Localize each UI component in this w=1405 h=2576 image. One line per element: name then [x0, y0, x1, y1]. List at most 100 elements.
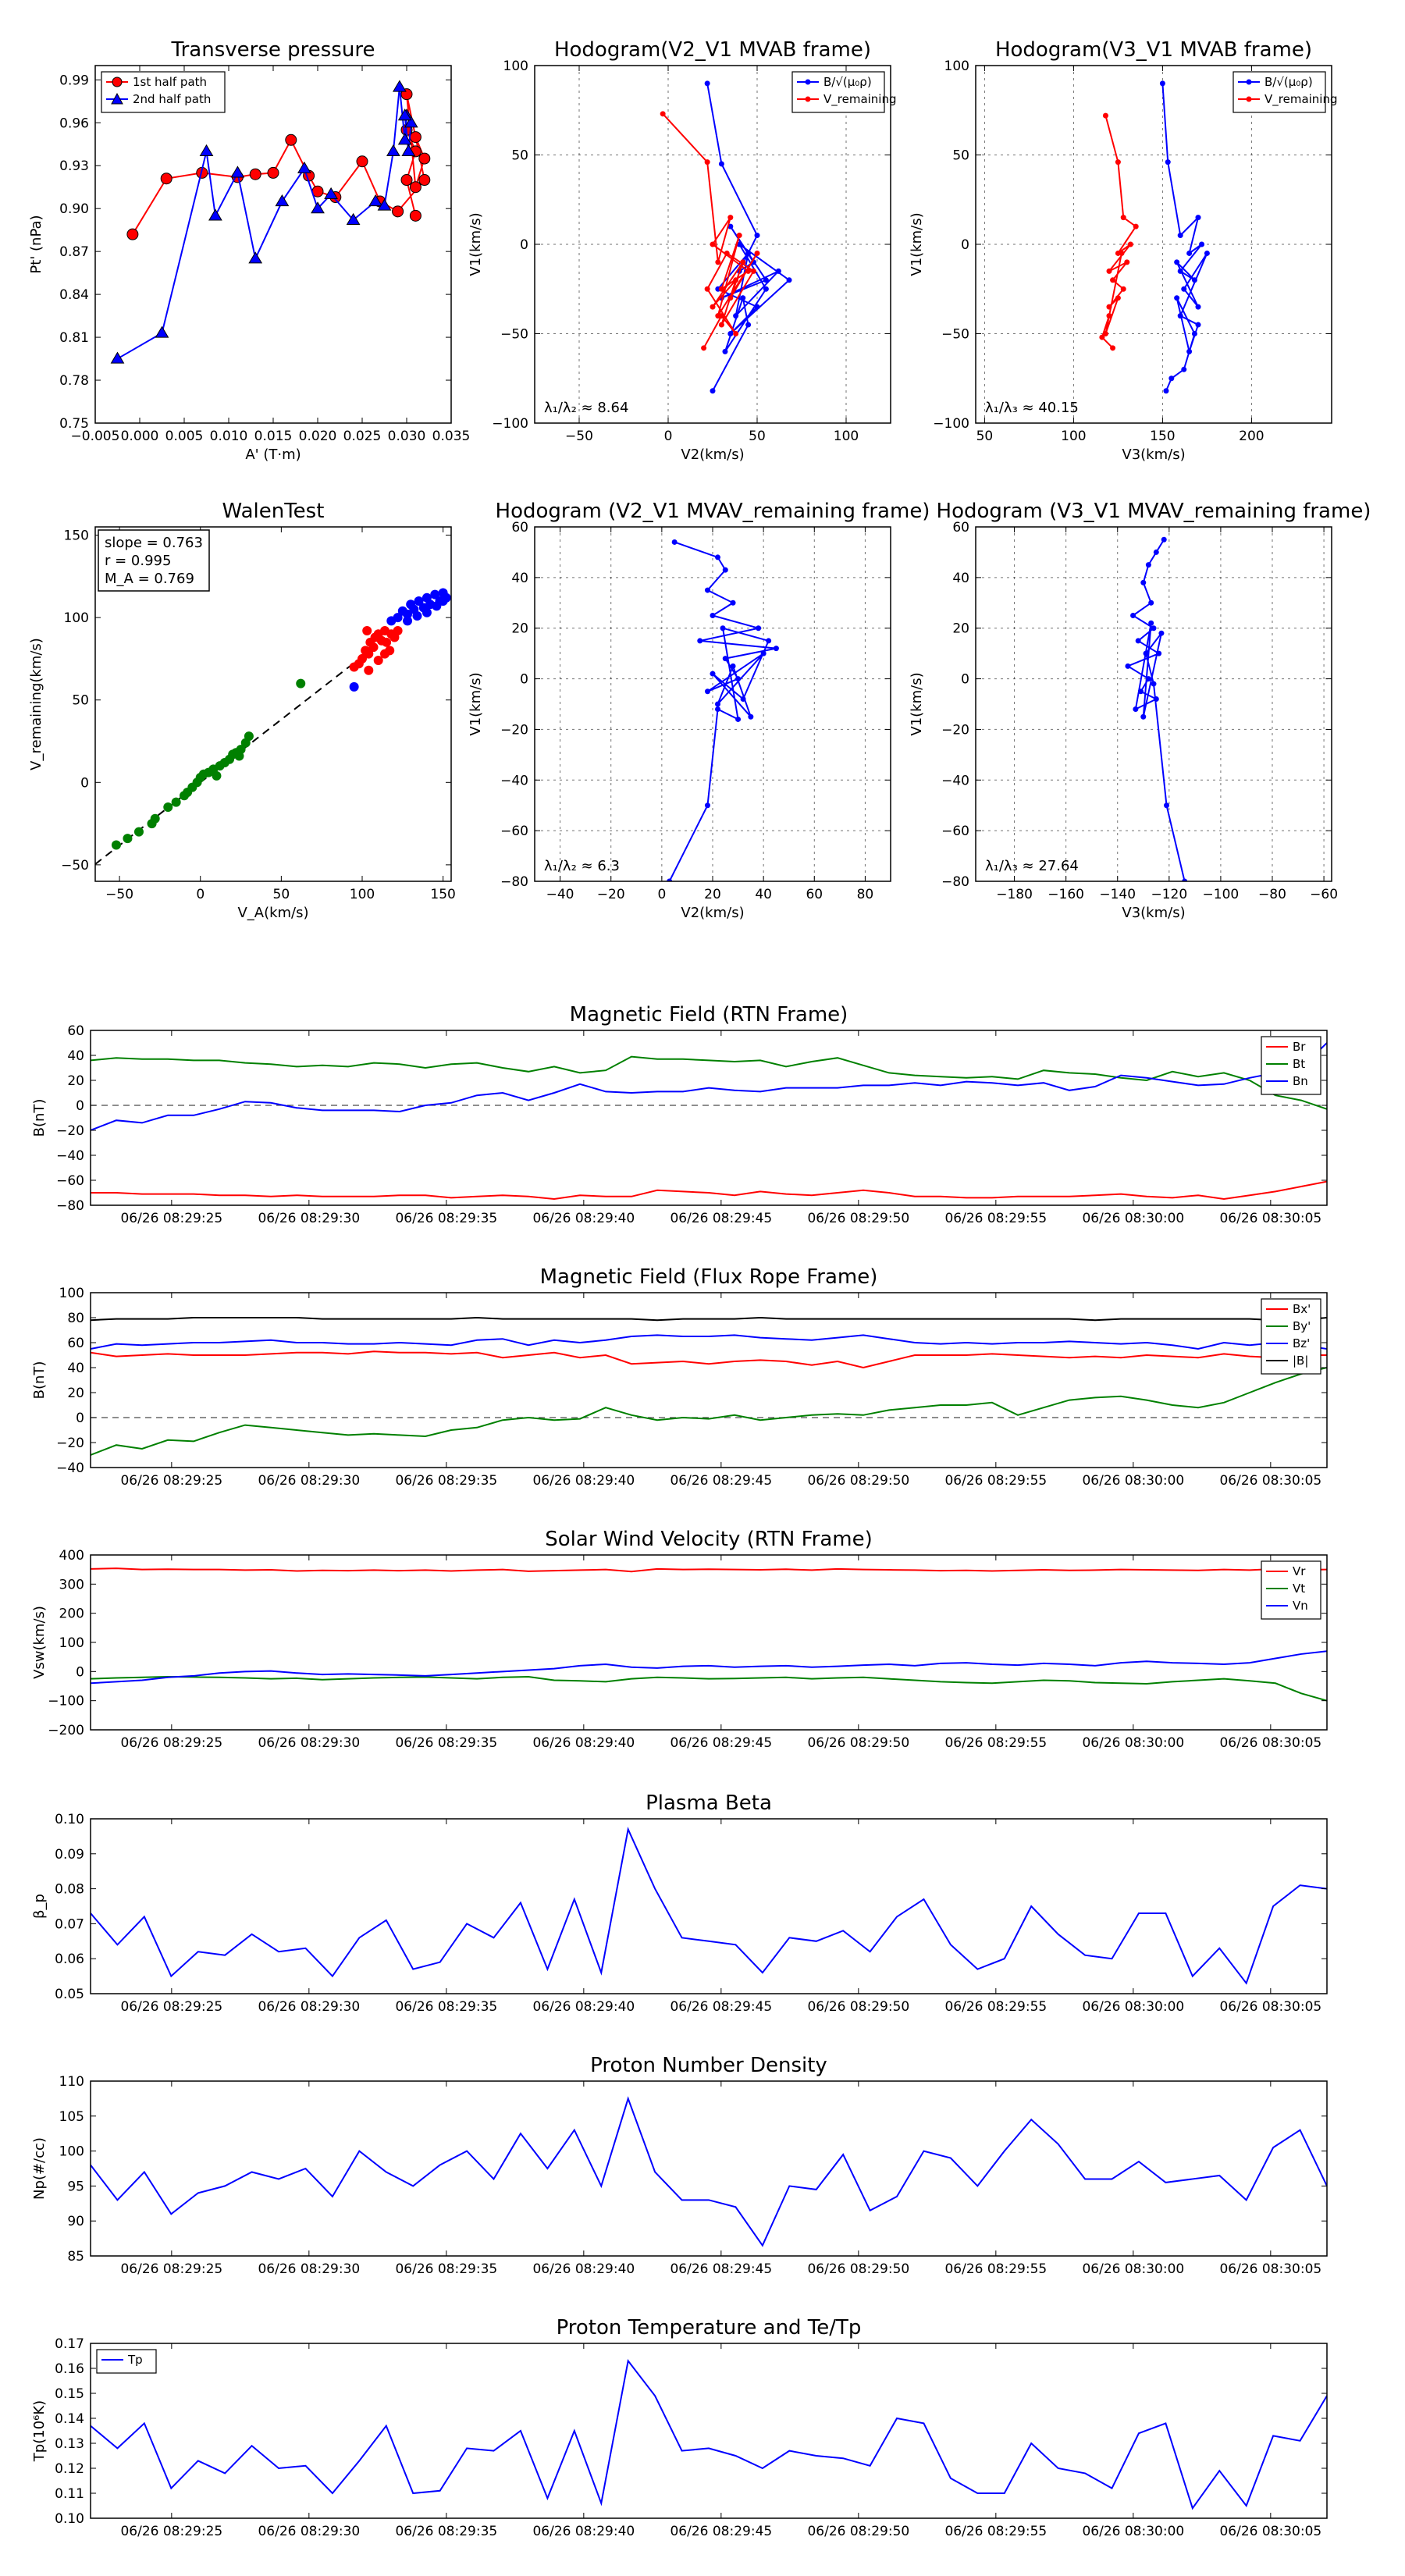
y-tick-label: 0	[961, 237, 969, 253]
x-tick-label: 06/26 08:29:55	[944, 1735, 1047, 1751]
data-point	[735, 676, 742, 682]
x-tick-label: −50	[565, 429, 593, 444]
data-point	[1110, 277, 1116, 283]
y-tick-label: 60	[952, 520, 969, 535]
y-axis-label: β_p	[31, 1894, 48, 1919]
data-point	[730, 663, 736, 669]
legend-label: Vr	[1293, 1564, 1306, 1578]
plot-area	[667, 539, 779, 881]
y-tick-label: 300	[59, 1577, 84, 1592]
stats-line: M_A = 0.769	[105, 571, 194, 587]
data-point	[409, 181, 422, 194]
ratio-annotation: λ₁/λ₂ ≈ 8.64	[544, 400, 628, 416]
data-point	[1130, 613, 1136, 618]
data-point	[710, 671, 716, 677]
data-point	[1133, 706, 1139, 712]
data-point	[722, 348, 728, 354]
data-point	[418, 152, 431, 165]
data-point	[380, 649, 390, 659]
data-point	[346, 212, 361, 225]
y-tick-label: 100	[59, 2144, 84, 2160]
axes-frame	[90, 1554, 1328, 1731]
x-tick-label: 06/26 08:29:30	[258, 1735, 360, 1751]
y-tick-label: −80	[500, 874, 528, 890]
x-tick-label: 0.025	[343, 429, 382, 444]
x-tick-label: 0.010	[210, 429, 248, 444]
chart-c11: Proton Number Density 85 90 95 100 105 110 06/2…	[31, 2054, 1328, 2277]
data-point	[422, 607, 432, 617]
x-tick-label: 06/26 08:29:45	[670, 2524, 772, 2539]
plot-area	[91, 1316, 1327, 1456]
data-point	[697, 638, 703, 644]
data-point	[1102, 331, 1108, 336]
data-point	[1164, 802, 1170, 809]
x-tick-label: 06/26 08:29:50	[807, 1999, 909, 2015]
legend-label: V_remaining	[823, 92, 897, 107]
y-tick-label: 0.05	[55, 1987, 84, 2002]
data-point	[660, 111, 666, 117]
y-tick-label: 0	[76, 1664, 84, 1680]
x-tick-label: 06/26 08:30:05	[1219, 2524, 1321, 2539]
data-point	[1163, 388, 1169, 394]
plot-area	[1125, 536, 1188, 881]
data-point	[1158, 630, 1165, 636]
data-point	[208, 208, 222, 221]
y-axis-label: Tp(10⁶K)	[31, 2400, 48, 2462]
data-point	[160, 173, 173, 185]
chart-title: Magnetic Field (RTN Frame)	[570, 1003, 848, 1026]
y-tick-label: 200	[59, 1606, 84, 1622]
data-point	[1195, 215, 1201, 221]
x-tick-label: 200	[1239, 429, 1264, 444]
data-point	[1133, 223, 1139, 229]
data-point	[736, 233, 742, 239]
data-point	[1125, 663, 1131, 669]
data-point	[1174, 295, 1180, 301]
axes-frame	[90, 2080, 1328, 2257]
data-point	[392, 205, 404, 218]
series-line-0	[91, 1567, 1327, 1573]
legend: Br Bt Bn	[1261, 1036, 1321, 1095]
data-point	[1148, 620, 1154, 626]
plot-area	[91, 1827, 1327, 1985]
data-point	[715, 554, 721, 560]
data-point	[740, 295, 746, 301]
x-tick-label: 06/26 08:29:40	[532, 1735, 635, 1751]
x-tick-label: −0.005	[71, 429, 120, 444]
data-point	[1181, 286, 1187, 292]
data-point	[418, 174, 431, 187]
x-tick-label: −120	[1151, 887, 1187, 902]
data-point	[775, 268, 781, 274]
y-tick-label: −50	[941, 327, 969, 343]
x-tick-label: 06/26 08:29:35	[395, 1735, 497, 1751]
legend: Vr Vt Vn	[1261, 1560, 1321, 1620]
data-point	[710, 304, 716, 310]
y-tick-label: 85	[67, 2249, 84, 2265]
x-tick-label: 06/26 08:29:30	[258, 1473, 360, 1489]
data-point	[430, 589, 440, 600]
plot-area	[91, 1042, 1327, 1201]
x-tick-label: 06/26 08:29:50	[807, 1473, 909, 1489]
data-point	[704, 286, 710, 292]
data-point	[409, 131, 422, 144]
data-point	[704, 159, 710, 165]
x-tick-label: 06/26 08:29:25	[120, 1735, 222, 1751]
x-tick-label: 06/26 08:30:05	[1219, 1211, 1321, 1226]
data-point	[1135, 638, 1141, 644]
y-tick-label: 40	[952, 571, 969, 586]
data-point	[727, 331, 734, 336]
series-line-0	[91, 2096, 1327, 2247]
x-tick-label: 50	[749, 429, 766, 444]
x-tick-label: 0	[664, 429, 673, 444]
series-line-0	[91, 1827, 1327, 1985]
data-point	[745, 268, 752, 274]
data-point	[760, 650, 767, 656]
data-point	[1120, 286, 1126, 292]
x-axis-label: A' (T·m)	[245, 447, 301, 463]
y-tick-label: 40	[67, 1361, 84, 1376]
legend: Tp	[96, 2349, 157, 2374]
plot-area	[95, 588, 451, 865]
legend-label: Bx'	[1293, 1302, 1311, 1316]
data-point	[733, 331, 739, 336]
x-tick-label: 150	[1150, 429, 1175, 444]
legend-label: Vt	[1293, 1582, 1305, 1596]
